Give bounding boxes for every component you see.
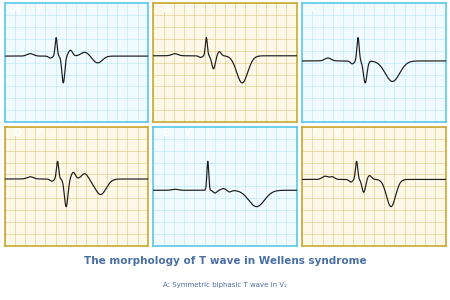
Text: F: F <box>310 128 317 138</box>
Text: 2: 2 <box>52 132 56 136</box>
Text: E: E <box>162 128 169 138</box>
Text: 2: 2 <box>349 132 353 136</box>
Text: V: V <box>36 4 43 13</box>
Text: A: Symmetric biphasic T wave in V₂: A: Symmetric biphasic T wave in V₂ <box>163 282 287 288</box>
Text: 2: 2 <box>52 8 56 13</box>
Text: V: V <box>185 4 191 13</box>
Text: 2: 2 <box>201 132 205 136</box>
Text: A: A <box>13 4 21 14</box>
Text: The morphology of T wave in Wellens syndrome: The morphology of T wave in Wellens synd… <box>84 256 366 266</box>
Text: V: V <box>185 128 191 136</box>
Text: C: C <box>310 4 318 14</box>
Text: 2: 2 <box>349 8 353 13</box>
Text: 2: 2 <box>201 8 205 13</box>
Text: D: D <box>13 128 21 138</box>
Text: B: B <box>162 4 169 14</box>
Text: V: V <box>36 128 43 136</box>
Text: V: V <box>333 4 340 13</box>
Text: V: V <box>333 128 340 136</box>
